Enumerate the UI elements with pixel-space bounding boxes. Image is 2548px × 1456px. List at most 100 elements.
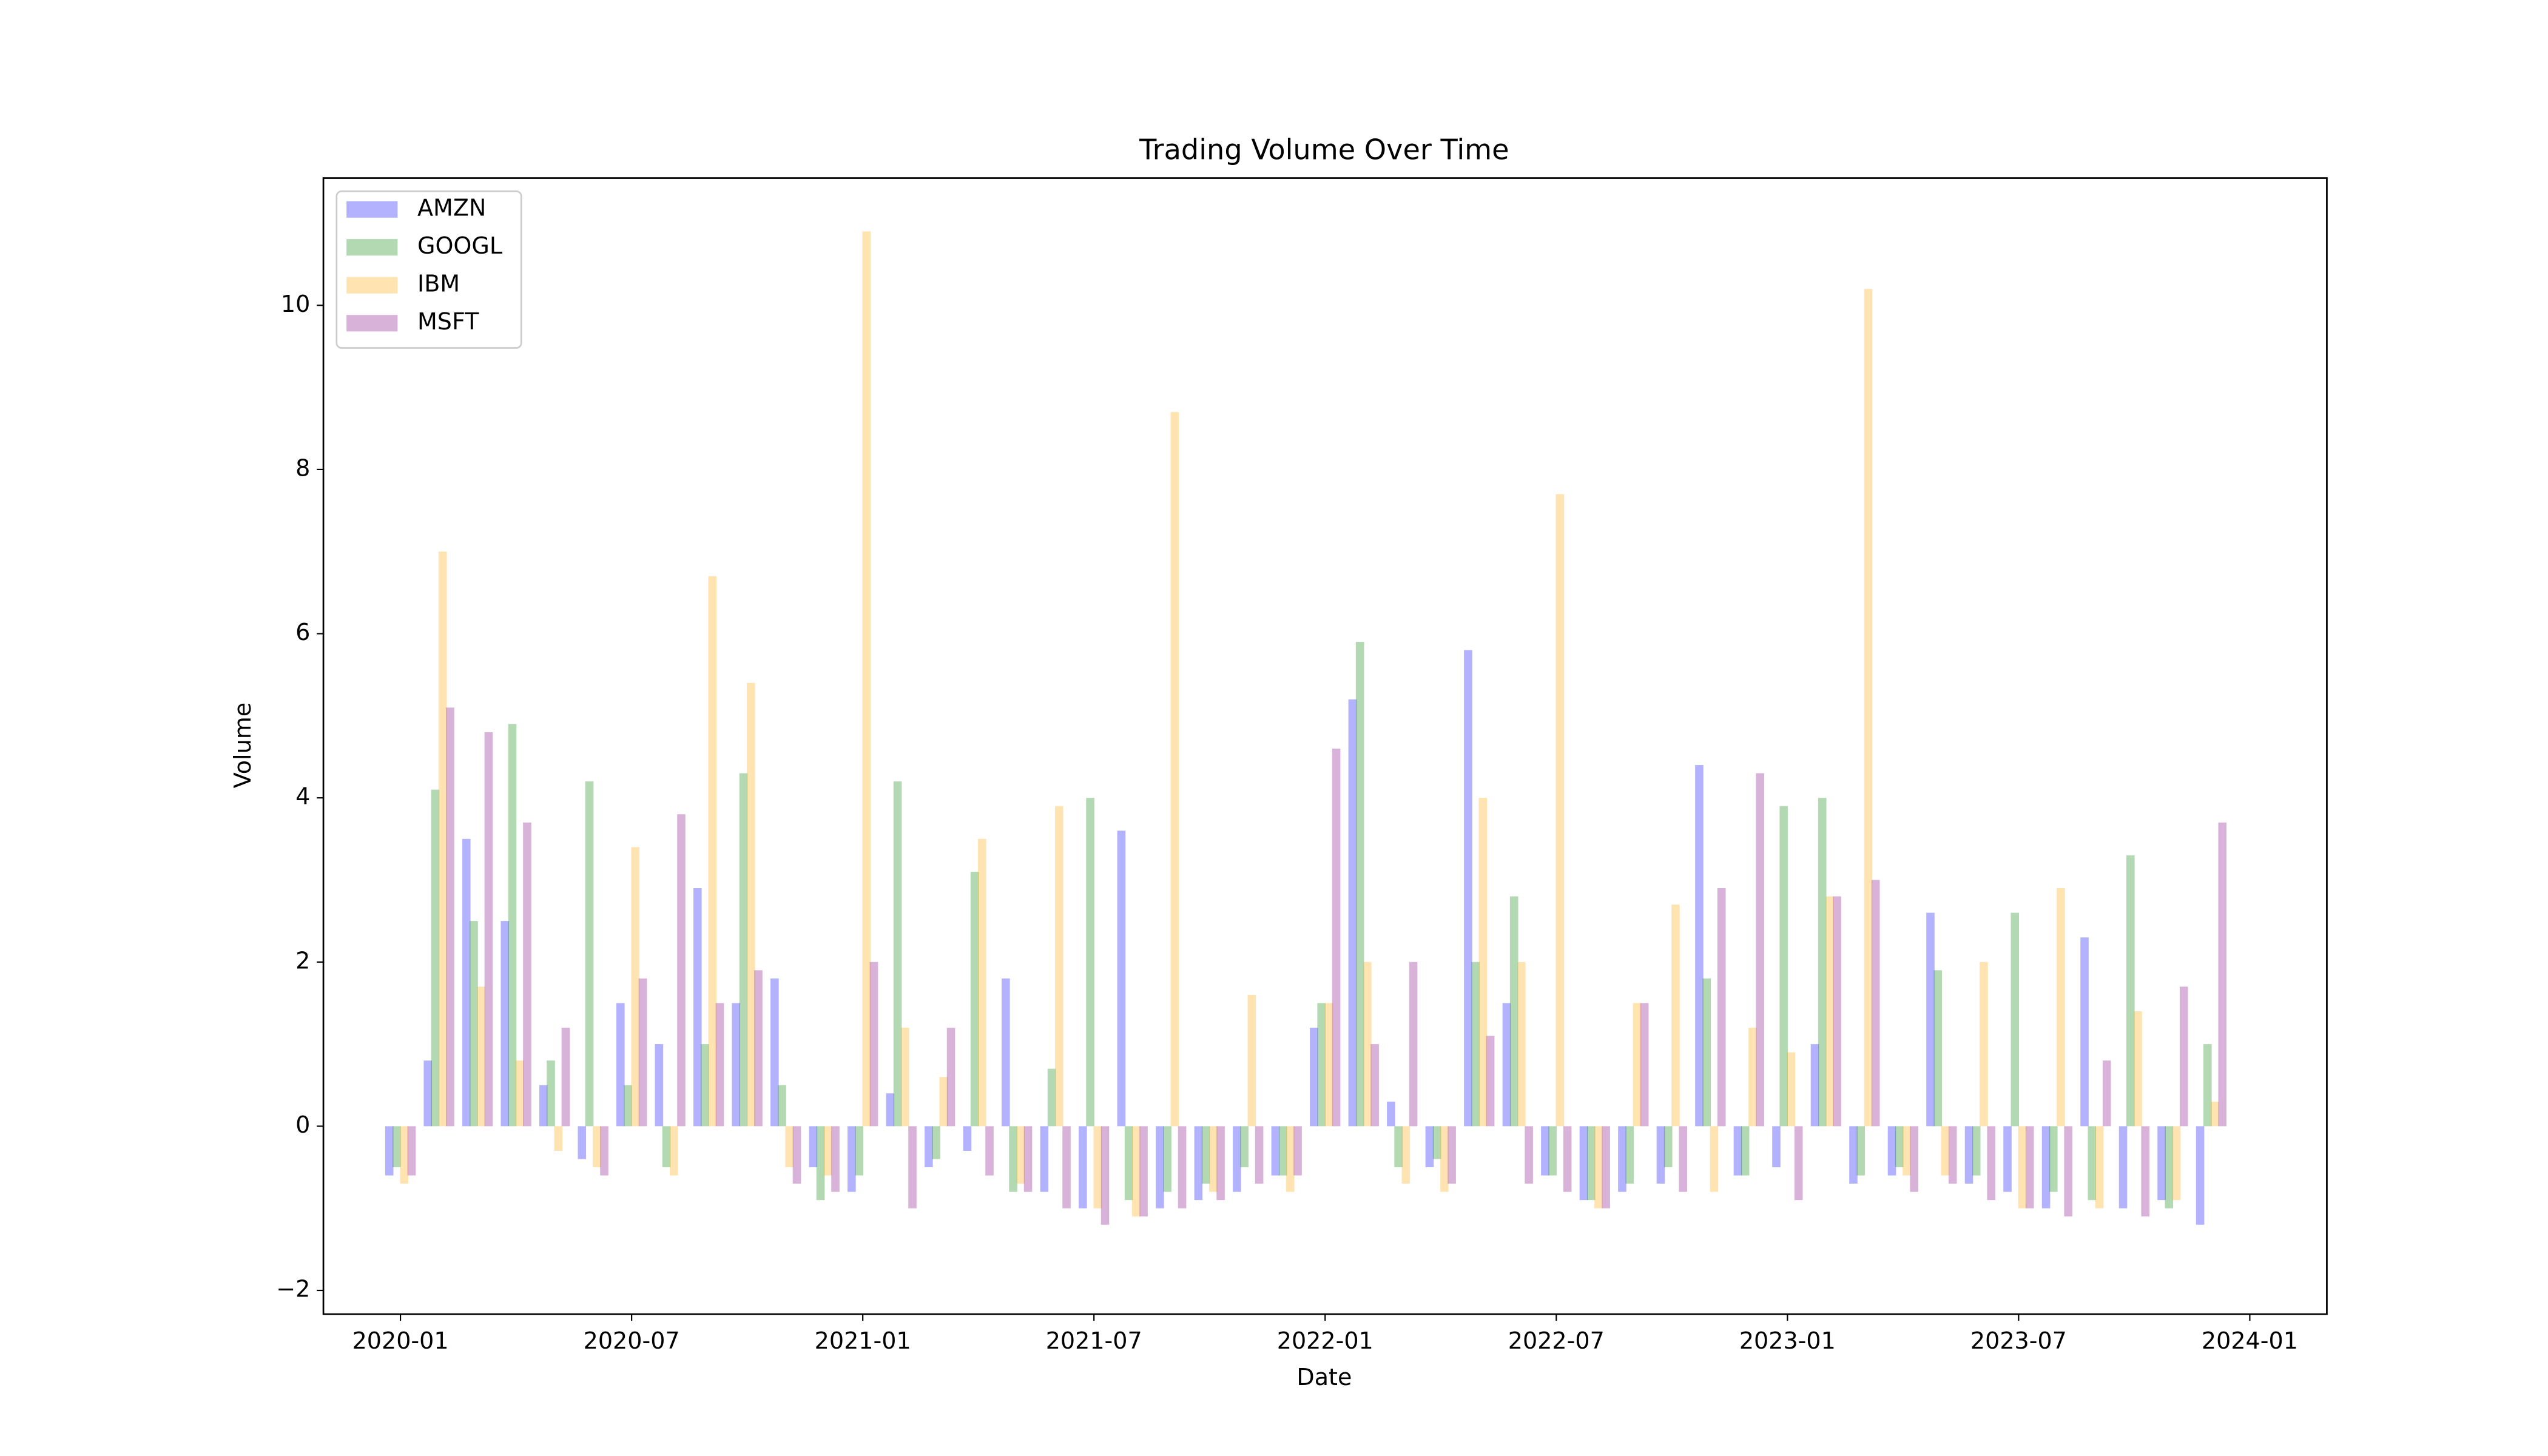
bar xyxy=(1132,1126,1141,1217)
bar xyxy=(1926,912,1935,1127)
bar xyxy=(1324,1003,1333,1127)
bar xyxy=(1548,1126,1557,1176)
y-tick-label: 0 xyxy=(295,1111,310,1138)
bar xyxy=(2025,1126,2034,1208)
bar xyxy=(1671,905,1680,1127)
bar xyxy=(500,921,510,1127)
bar xyxy=(1779,806,1788,1127)
bar xyxy=(862,231,871,1127)
bar xyxy=(1695,765,1704,1127)
bar xyxy=(1633,1003,1642,1127)
y-axis-label: Volume xyxy=(229,703,256,789)
bar xyxy=(470,921,478,1127)
bar xyxy=(1794,1126,1803,1201)
bar xyxy=(1563,1126,1572,1192)
chart-title: Trading Volume Over Time xyxy=(1139,133,1509,166)
bar xyxy=(2134,1011,2142,1127)
bar xyxy=(2095,1126,2104,1208)
bar xyxy=(1618,1126,1626,1192)
x-axis-label: Date xyxy=(1296,1364,1352,1390)
bar xyxy=(2157,1126,2166,1201)
bar xyxy=(1486,1036,1495,1127)
x-tick-label: 2020-07 xyxy=(584,1327,680,1354)
x-tick-label: 2021-07 xyxy=(1046,1327,1142,1354)
bar xyxy=(1517,962,1526,1127)
axes-frame xyxy=(322,177,2328,1315)
bar xyxy=(1348,699,1357,1127)
legend: AMZN GOOGL IBM MSFT xyxy=(335,190,522,349)
bar xyxy=(2080,937,2089,1127)
bar xyxy=(1478,798,1488,1127)
bar xyxy=(932,1126,940,1159)
bar xyxy=(1710,1126,1719,1192)
bar xyxy=(1987,1126,1996,1201)
bar xyxy=(925,1126,933,1168)
bar xyxy=(592,1126,601,1168)
bar xyxy=(2102,1060,2111,1127)
x-tick-label: 2020-01 xyxy=(352,1327,449,1354)
y-tick-label: 10 xyxy=(281,291,310,317)
bar xyxy=(2118,1126,2128,1208)
bar xyxy=(1055,806,1063,1127)
bar xyxy=(1370,1044,1379,1127)
bar xyxy=(1233,1126,1241,1192)
bar xyxy=(1733,1126,1742,1176)
bar xyxy=(848,1126,856,1192)
bar xyxy=(655,1044,664,1127)
bar xyxy=(985,1126,994,1176)
bar xyxy=(1702,978,1711,1127)
bar xyxy=(1602,1126,1610,1208)
x-tick-label: 2023-07 xyxy=(1970,1327,2067,1354)
legend-swatch xyxy=(346,239,398,256)
bar xyxy=(2203,1044,2212,1127)
bar xyxy=(1640,1003,1649,1127)
bar xyxy=(1787,1052,1796,1127)
bar xyxy=(1163,1126,1171,1192)
bar xyxy=(1317,1003,1326,1127)
bar xyxy=(1425,1126,1434,1168)
bar xyxy=(963,1126,972,1151)
bar xyxy=(831,1126,840,1192)
bar xyxy=(715,1003,724,1127)
bar xyxy=(746,682,755,1127)
bar xyxy=(701,1044,709,1127)
bar xyxy=(578,1126,587,1159)
bar xyxy=(1240,1126,1249,1168)
bar xyxy=(1293,1126,1302,1176)
bar xyxy=(1864,289,1873,1127)
bar xyxy=(739,773,748,1127)
bar xyxy=(561,1028,570,1127)
legend-swatch xyxy=(346,315,398,332)
bar xyxy=(1009,1126,1017,1192)
bar xyxy=(970,871,979,1127)
bar xyxy=(585,781,594,1127)
bar xyxy=(708,576,717,1127)
bar xyxy=(1178,1126,1187,1208)
bar xyxy=(1387,1101,1395,1127)
bar xyxy=(2179,986,2188,1127)
bar xyxy=(855,1126,863,1176)
x-tick-label: 2021-01 xyxy=(815,1327,911,1354)
bar xyxy=(1247,994,1256,1127)
bar xyxy=(978,838,986,1127)
bar xyxy=(393,1126,401,1168)
bar xyxy=(2211,1101,2219,1127)
bar xyxy=(1170,412,1179,1127)
bar xyxy=(809,1126,818,1168)
bar xyxy=(1409,962,1418,1127)
bar xyxy=(1079,1126,1087,1208)
bar xyxy=(1310,1028,1318,1127)
bar xyxy=(1394,1126,1403,1168)
bar xyxy=(1117,831,1126,1127)
bar xyxy=(1100,1126,1110,1225)
bar xyxy=(1980,962,1988,1127)
bar xyxy=(1748,1028,1757,1127)
bar xyxy=(2049,1126,2058,1192)
bar xyxy=(785,1126,794,1168)
legend-label: MSFT xyxy=(417,308,479,335)
y-tick-label: 8 xyxy=(295,454,310,481)
bar xyxy=(1849,1126,1858,1184)
bar xyxy=(1972,1126,1981,1176)
bar xyxy=(2196,1126,2205,1225)
bar xyxy=(1355,642,1364,1127)
